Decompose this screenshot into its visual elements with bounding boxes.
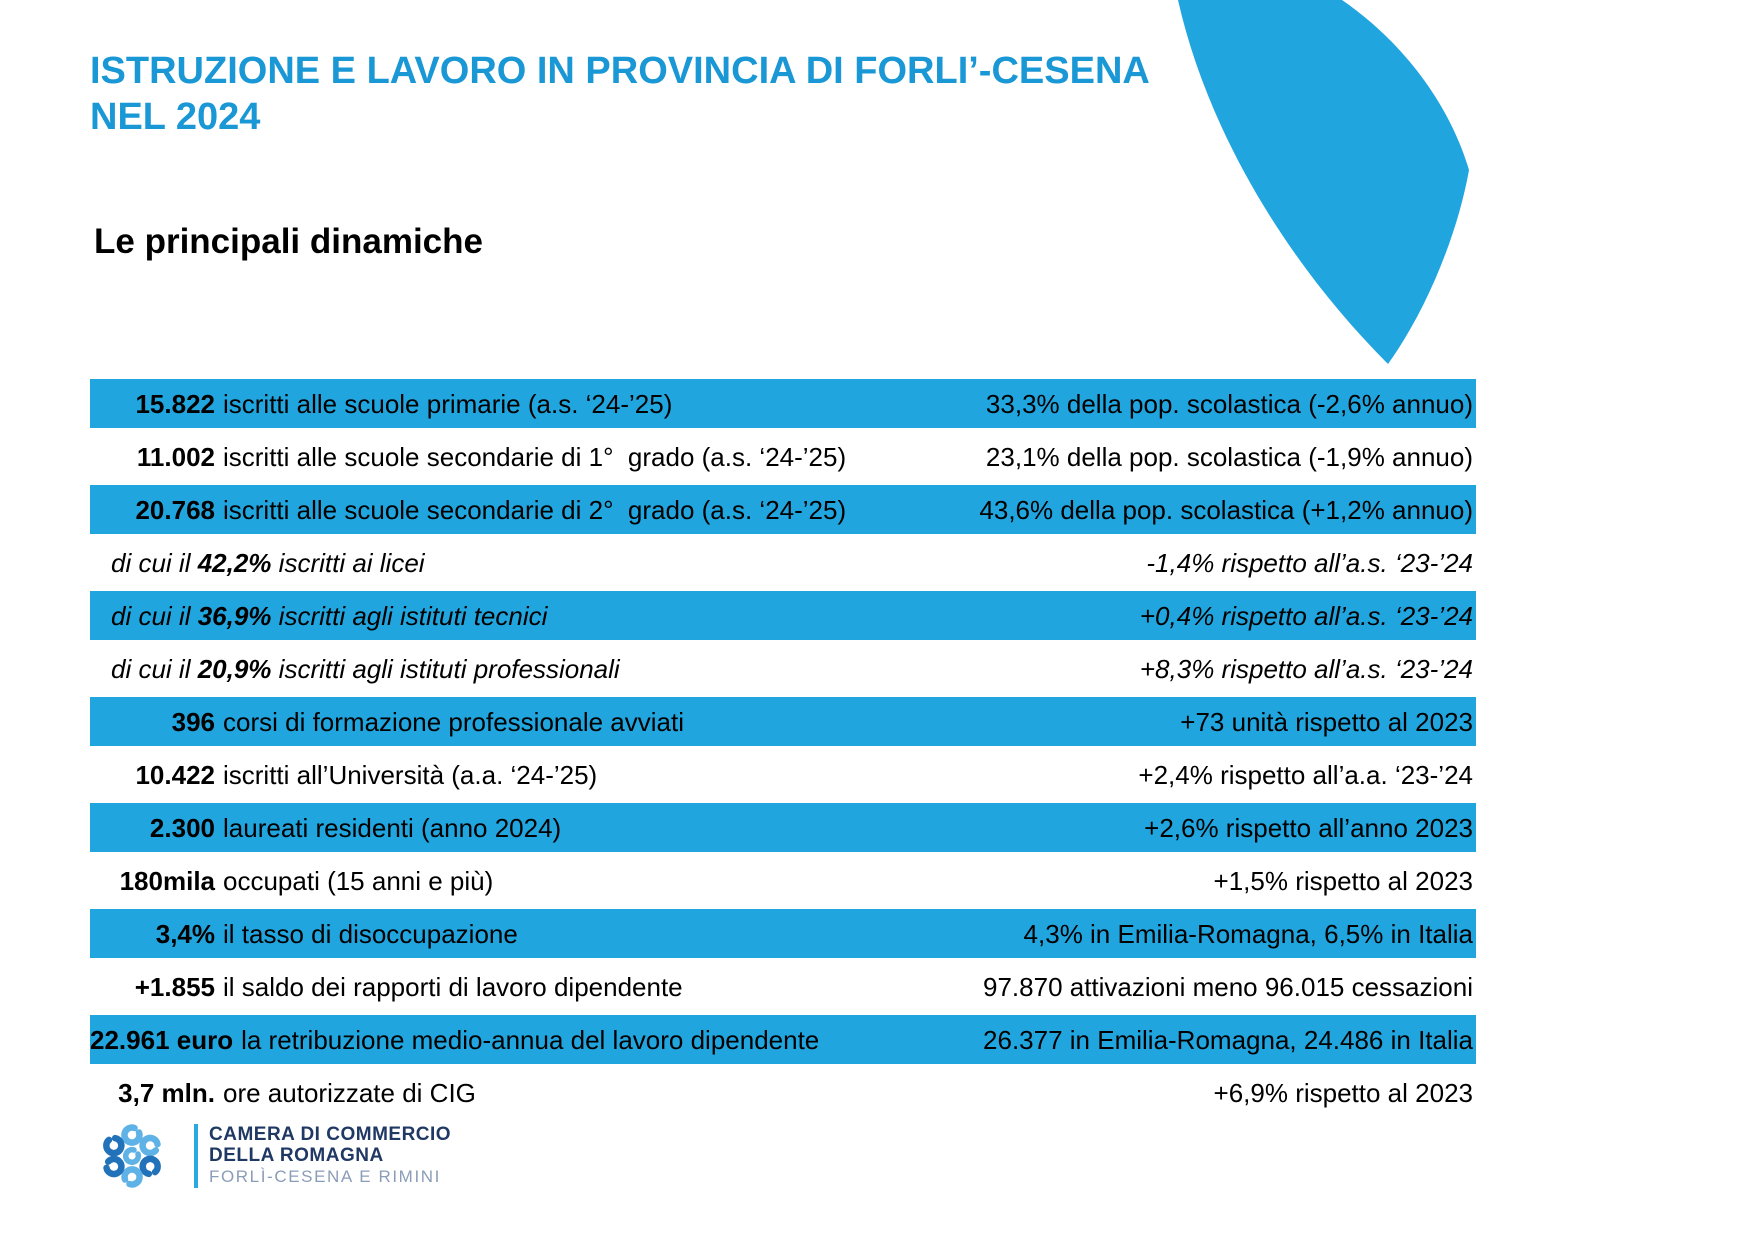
row-value: 22.961 euro	[90, 1024, 234, 1055]
row-label: iscritti alle scuole secondarie di 2° gr…	[223, 494, 847, 525]
row-value: 42,2%	[197, 547, 272, 578]
row-value: +1.855	[134, 971, 215, 1002]
row-value: 2.300	[149, 812, 215, 843]
logo-petals	[103, 1124, 161, 1188]
row-value: 15.822	[135, 388, 215, 419]
row-sub-prefix: di cui il	[111, 600, 198, 631]
org-name-line-3: FORLÌ-CESENA E RIMINI	[209, 1167, 441, 1186]
table-row: 20.768 iscritti alle scuole secondarie di…	[90, 483, 1476, 536]
row-stat: +2,4% rispetto all’a.a. ‘23-’24	[1138, 759, 1473, 790]
table-row: 3,7 mln. ore autorizzate di CIG +6,9% risp…	[90, 1066, 1476, 1119]
row-label: iscritti ai licei	[271, 547, 425, 578]
table-row: 22.961 euro la retribuzione medio-annua d…	[90, 1013, 1476, 1066]
row-label: iscritti alle scuole secondarie di 1° gr…	[223, 441, 847, 472]
row-stat: 43,6% della pop. scolastica (+1,2% annuo…	[979, 494, 1473, 525]
row-label: iscritti all’Università (a.a. ‘24-’25)	[223, 759, 598, 790]
row-sub-text: di cui il 20,9% iscritti agli istituti p…	[90, 656, 620, 682]
chamber-logo-mark	[103, 1124, 161, 1188]
row-label: ore autorizzate di CIG	[223, 1077, 476, 1108]
row-stat: -1,4% rispetto all’a.s. ‘23-’24	[1146, 547, 1473, 578]
row-stat: 26.377 in Emilia-Romagna, 24.486 in Ital…	[983, 1024, 1473, 1055]
row-sub-prefix: di cui il	[111, 653, 198, 684]
row-value: 11.002	[136, 441, 215, 472]
row-stat: 33,3% della pop. scolastica (-2,6% annuo…	[985, 388, 1473, 419]
org-name-line-2: DELLA ROMAGNA	[209, 1145, 384, 1166]
row-label: laureati residenti (anno 2024)	[223, 812, 562, 843]
logo-divider-bar	[194, 1124, 198, 1188]
title-line-1: ISTRUZIONE E LAVORO IN PROVINCIA DI FORL…	[90, 50, 1150, 92]
row-label: iscritti agli istituti tecnici	[271, 600, 548, 631]
table-row: 15.822 iscritti alle scuole primarie (a.s…	[90, 377, 1476, 430]
row-stat: 4,3% in Emilia-Romagna, 6,5% in Italia	[1023, 918, 1473, 949]
table-row: 2.300 laureati residenti (anno 2024) +2,6%…	[90, 801, 1476, 854]
org-name-line-1: CAMERA DI COMMERCIO	[209, 1124, 452, 1145]
row-stat: +6,9% rispetto al 2023	[1213, 1077, 1473, 1108]
row-sub-text: di cui il 42,2% iscritti ai licei	[90, 550, 425, 576]
row-label: corsi di formazione professionale avviat…	[223, 706, 684, 737]
table-row: 3,4% il tasso di disoccupazione 4,3% in Em…	[90, 907, 1476, 960]
row-label: occupati (15 anni e più)	[223, 865, 494, 896]
table-row: di cui il 20,9% iscritti agli istituti p…	[90, 642, 1476, 695]
row-sub-text: di cui il 36,9% iscritti agli istituti t…	[90, 603, 547, 629]
row-label: il saldo dei rapporti di lavoro dipenden…	[223, 971, 683, 1002]
row-label: iscritti agli istituti professionali	[271, 653, 620, 684]
row-stat: +8,3% rispetto all’a.s. ‘23-’24	[1139, 653, 1473, 684]
row-value: 3,7 mln.	[118, 1077, 215, 1108]
table-row: 180mila occupati (15 anni e più) +1,5% ris…	[90, 854, 1476, 907]
row-label: iscritti alle scuole primarie (a.s. ‘24-…	[223, 388, 673, 419]
row-value: 10.422	[135, 759, 215, 790]
row-label: il tasso di disoccupazione	[223, 918, 518, 949]
title-line-2: NEL 2024	[90, 96, 261, 139]
row-label: la retribuzione medio-annua del lavoro d…	[241, 1024, 820, 1055]
table-row: 396 corsi di formazione professionale avv…	[90, 695, 1476, 748]
row-stat: +73 unità rispetto al 2023	[1180, 706, 1473, 737]
row-value: 36,9%	[197, 600, 272, 631]
table-row: di cui il 42,2% iscritti ai licei -1,4% r…	[90, 536, 1476, 589]
slide-title: ISTRUZIONE E LAVORO IN PROVINCIA DI FORL…	[90, 48, 1150, 141]
row-stat: +2,6% rispetto all’anno 2023	[1144, 812, 1473, 843]
section-heading: Le principali dinamiche	[94, 222, 483, 261]
row-value: 396	[171, 706, 215, 737]
table-row: 11.002 iscritti alle scuole secondarie di…	[90, 430, 1476, 483]
table-row: +1.855 il saldo dei rapporti di lavoro di…	[90, 960, 1476, 1013]
row-stat: 97.870 attivazioni meno 96.015 cessazion…	[983, 971, 1473, 1002]
footer-logo: CAMERA DI COMMERCIO DELLA ROMAGNA FORLÌ-…	[94, 1118, 451, 1194]
row-stat: 23,1% della pop. scolastica (-1,9% annuo…	[985, 441, 1473, 472]
row-stat: +1,5% rispetto al 2023	[1213, 865, 1473, 896]
row-sub-prefix: di cui il	[111, 547, 198, 578]
row-value: 20.768	[135, 494, 215, 525]
row-value: 20,9%	[197, 653, 272, 684]
logo-text: CAMERA DI COMMERCIO DELLA ROMAGNA FORLÌ-…	[209, 1124, 451, 1188]
row-value: 3,4%	[155, 918, 215, 949]
stats-table: 15.822 iscritti alle scuole primarie (a.s…	[90, 377, 1476, 1119]
table-row: di cui il 36,9% iscritti agli istituti t…	[90, 589, 1476, 642]
table-row: 10.422 iscritti all’Università (a.a. ‘24-…	[90, 748, 1476, 801]
row-value: 180mila	[119, 865, 215, 896]
row-stat: +0,4% rispetto all’a.s. ‘23-’24	[1139, 600, 1473, 631]
